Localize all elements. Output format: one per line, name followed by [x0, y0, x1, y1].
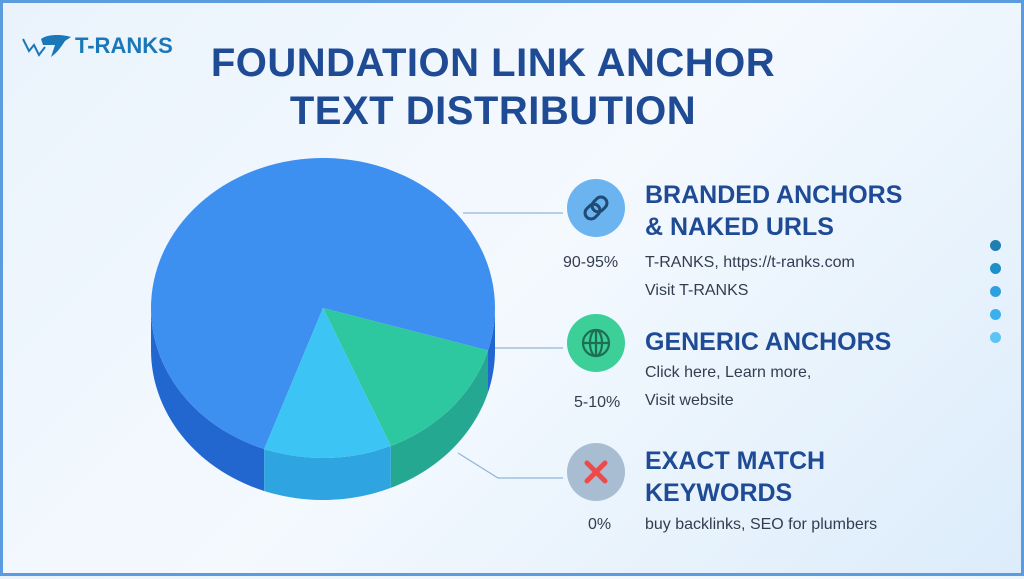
pagination-dot[interactable] [990, 309, 1001, 320]
legend-desc-generic: Click here, Learn more, Visit website [645, 364, 812, 409]
legend-title-exact: EXACT MATCH KEYWORDS [645, 447, 826, 507]
legend-percent-exact: 0% [588, 516, 612, 533]
pie-slice-side [488, 308, 495, 393]
legend-icon-generic [567, 314, 625, 372]
connector-line [457, 452, 563, 479]
title-line-1: FOUNDATION LINK ANCHOR [210, 41, 776, 85]
pagination-dot[interactable] [990, 286, 1001, 297]
globe-icon [581, 328, 611, 358]
pie-slice [323, 308, 489, 446]
pagination-dot[interactable] [990, 332, 1001, 343]
legend-desc-exact: buy backlinks, SEO for plumbers [645, 516, 878, 533]
legend-desc-branded: T-RANKS, https://t-ranks.com Visit T-RANK… [645, 254, 855, 299]
pagination-dot[interactable] [990, 240, 1001, 251]
legend-title-branded: BRANDED ANCHORS & NAKED URLS [645, 181, 903, 241]
legend-percent-generic: 5-10% [574, 394, 621, 411]
pie-slice-side [151, 308, 265, 491]
title-line-2: TEXT DISTRIBUTION [289, 89, 697, 133]
legend-percent-branded: 90-95% [563, 254, 619, 271]
legend-title-generic: GENERIC ANCHORS [645, 328, 892, 356]
pie-slice [264, 308, 391, 458]
logo: T-RANKS [21, 33, 173, 59]
legend-icon-branded [567, 179, 625, 237]
page-title: FOUNDATION LINK ANCHOR TEXT DISTRIBUTION [183, 39, 803, 135]
x-icon [584, 460, 608, 484]
logo-text: T-RANKS [75, 33, 173, 58]
pie-slice [151, 158, 496, 449]
pie-slice-side [390, 350, 489, 488]
pie-chart [151, 158, 563, 500]
legend-icon-exact [567, 443, 625, 501]
link-icon [583, 195, 609, 221]
pie-slice-side [264, 445, 391, 500]
pagination-dot[interactable] [990, 263, 1001, 274]
logo-mascot-icon [22, 35, 71, 57]
